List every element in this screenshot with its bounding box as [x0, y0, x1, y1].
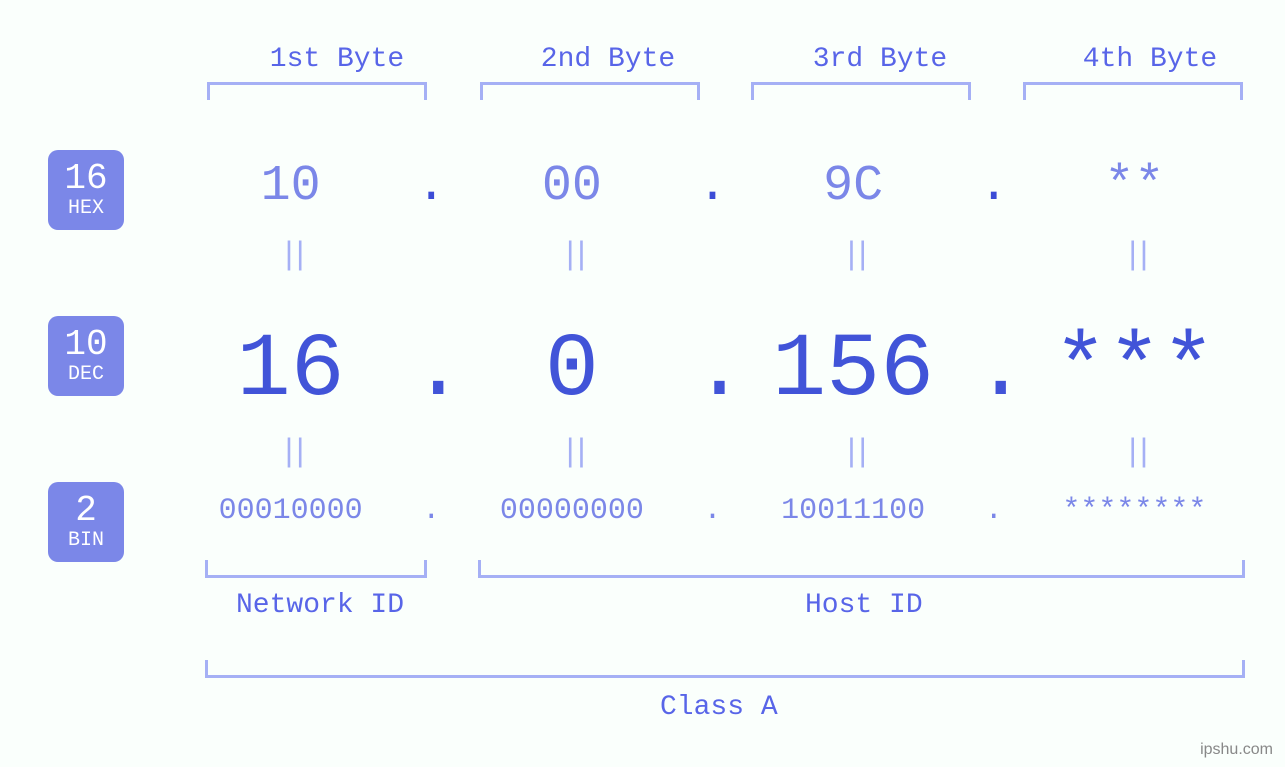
bracket-class [205, 660, 1245, 678]
badge-hex-num: 16 [64, 161, 107, 197]
badge-bin: 2 BIN [48, 482, 124, 562]
header-byte2: 2nd Byte [518, 44, 698, 75]
eq-icon [733, 434, 974, 471]
badge-hex: 16 HEX [48, 150, 124, 230]
badge-dec-label: DEC [68, 365, 104, 385]
label-host: Host ID [805, 590, 923, 621]
eq-icon [733, 237, 974, 274]
dec-b2: 0 [451, 320, 692, 422]
eq-icon [170, 434, 411, 471]
dot: . [411, 158, 451, 215]
eq-icon [1014, 434, 1255, 471]
eq-row-1 [170, 237, 1255, 274]
eq-icon [451, 434, 692, 471]
hex-b4: ** [1014, 158, 1255, 215]
dot: . [974, 494, 1014, 528]
eq-icon [170, 237, 411, 274]
dot: . [411, 320, 451, 422]
bracket-byte3 [751, 82, 971, 100]
bin-row: 00010000 . 00000000 . 10011100 . *******… [170, 494, 1255, 528]
ip-diagram: 1st Byte 2nd Byte 3rd Byte 4th Byte 16 H… [0, 0, 1285, 767]
dot: . [693, 158, 733, 215]
hex-b1: 10 [170, 158, 411, 215]
header-byte4: 4th Byte [1060, 44, 1240, 75]
dec-b1: 16 [170, 320, 411, 422]
dec-b4: *** [1014, 320, 1255, 422]
dec-row: 16 . 0 . 156 . *** [170, 320, 1255, 422]
bin-b2: 00000000 [451, 494, 692, 528]
hex-b2: 00 [451, 158, 692, 215]
eq-icon [451, 237, 692, 274]
eq-row-2 [170, 434, 1255, 471]
label-network: Network ID [236, 590, 404, 621]
badge-dec-num: 10 [64, 327, 107, 363]
dot: . [974, 158, 1014, 215]
dec-b3: 156 [733, 320, 974, 422]
hex-b3: 9C [733, 158, 974, 215]
hex-row: 10 . 00 . 9C . ** [170, 158, 1255, 215]
bracket-byte2 [480, 82, 700, 100]
label-class: Class A [660, 692, 778, 723]
bin-b1: 00010000 [170, 494, 411, 528]
dot: . [693, 320, 733, 422]
watermark: ipshu.com [1200, 741, 1273, 759]
badge-bin-num: 2 [75, 493, 97, 529]
eq-icon [1014, 237, 1255, 274]
header-byte1: 1st Byte [247, 44, 427, 75]
header-byte3: 3rd Byte [790, 44, 970, 75]
badge-bin-label: BIN [68, 531, 104, 551]
bracket-byte1 [207, 82, 427, 100]
dot: . [693, 494, 733, 528]
dot: . [411, 494, 451, 528]
dot: . [974, 320, 1014, 422]
bin-b3: 10011100 [733, 494, 974, 528]
bracket-byte4 [1023, 82, 1243, 100]
badge-hex-label: HEX [68, 199, 104, 219]
bin-b4: ******** [1014, 494, 1255, 528]
badge-dec: 10 DEC [48, 316, 124, 396]
bracket-host [478, 560, 1245, 578]
bracket-network [205, 560, 427, 578]
